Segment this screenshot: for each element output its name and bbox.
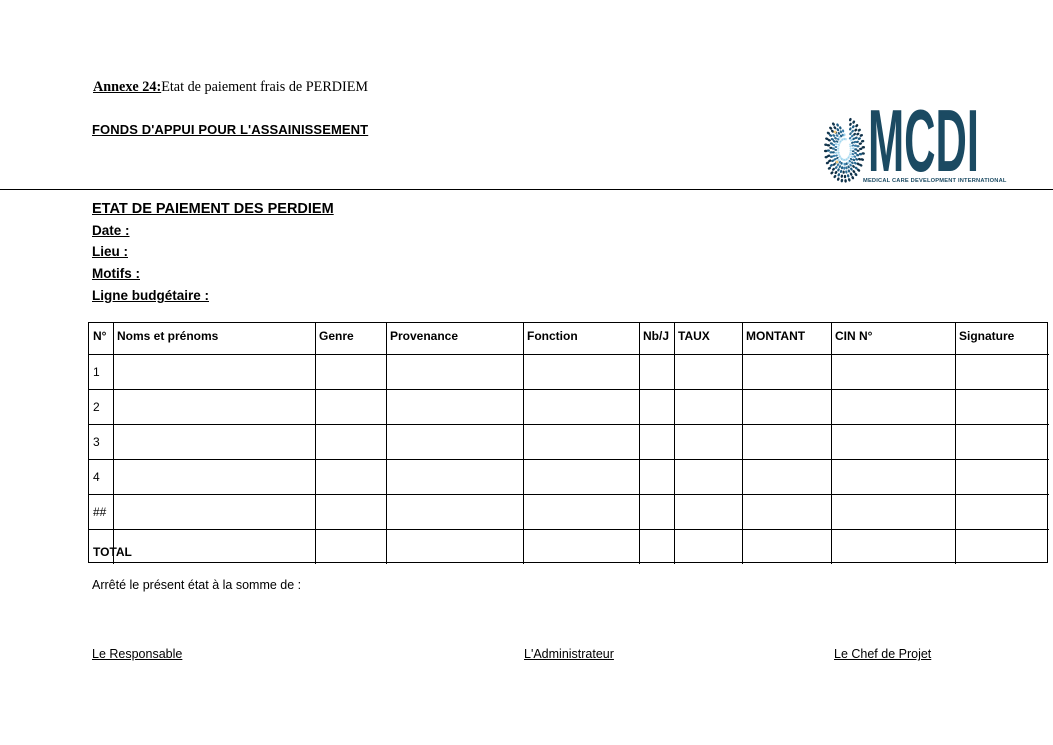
svg-text:MCDI: MCDI [868,96,979,186]
